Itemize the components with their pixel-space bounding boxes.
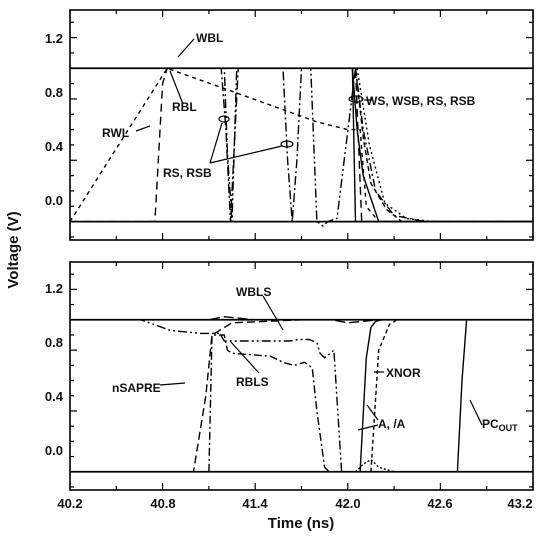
arrow-a [366,404,379,421]
top-trace-rs2 [167,67,356,223]
xtick-0: 40.2 [57,496,82,511]
top-trace-rs [354,68,426,223]
xtick-1: 40.8 [150,496,175,511]
top-panel-frame [69,9,534,241]
arrow-wbls [262,295,284,331]
bottom-trace-rblslow [208,334,348,473]
marker-rs-rsb-1 [218,115,230,123]
arrow-abar [357,424,379,431]
arrow-nsapre [159,382,186,386]
label-xnor: XNOR [386,366,421,380]
bottom-ytick-0: 0.0 [45,443,63,458]
top-panel-traces [69,67,533,227]
top-ytick-1: 0.4 [45,139,64,154]
top-annotation-markers [135,38,373,164]
bottom-trace-nsapre [70,319,533,473]
y-axis-title: Voltage (V) [5,211,22,288]
bottom-trace--a [355,458,395,473]
label-rwl: RWL [102,126,129,140]
axis-ticks [69,10,534,490]
label-rs-rsb: RS, RSB [163,166,212,180]
label-rbls: RBLS [236,375,269,389]
marker-ws-group [348,95,364,103]
bottom-trace-pcout [70,319,533,473]
xtick-2: 41.4 [242,496,268,511]
label-pcout-main: PC [482,417,499,431]
label-pcout: PCOUT [482,417,518,433]
arrow-rs-rsb-1 [209,122,223,164]
bottom-trace-xnor [70,319,533,473]
bottom-trace-rbls [70,319,379,473]
marker-rs-rsb-2 [280,140,294,148]
xtick-3: 42.0 [335,496,360,511]
arrow-rbl [169,70,184,105]
bottom-ytick-1: 0.4 [45,389,64,404]
top-trace-rsb1 [167,67,356,223]
top-trace-rbl [69,67,533,223]
bottom-panel-frame [69,261,534,491]
bottom-ytick-3: 1.2 [45,281,63,296]
top-trace-wbl [70,67,533,223]
label-wbl: WBL [196,31,223,45]
arrow-wbl [177,38,195,58]
top-trace-rs1 [167,67,356,223]
bottom-trace-a [70,319,533,473]
bottom-panel-traces [70,316,533,473]
top-trace-ws [70,67,533,223]
label-nsapre: nSAPRE [112,381,161,395]
label-rbl: RBL [172,100,197,114]
xtick-4: 42.6 [427,496,452,511]
top-trace-rsb [356,68,433,223]
label-ws-group: WS, WSB, RS, RSB [366,94,476,108]
top-trace-rsb2 [167,67,357,227]
label-pcout-sub: OUT [499,423,519,433]
top-trace-rwl [70,67,533,223]
top-ytick-2: 0.8 [45,85,63,100]
top-ytick-3: 1.2 [45,31,63,46]
bottom-ytick-2: 0.8 [45,335,63,350]
label-a-abar: A, /A [378,417,406,431]
top-trace-wsb [70,67,533,223]
arrow-rbls [229,340,260,374]
xtick-5: 43.2 [507,496,532,511]
arrow-pcout [469,399,483,426]
label-wbls: WBLS [236,285,271,299]
x-axis-title: Time (ns) [268,515,334,532]
bottom-annotation-markers [159,295,483,431]
arrow-rwl [135,125,151,132]
arrow-rs-rsb-2 [209,145,283,164]
top-ytick-0: 0.0 [45,193,63,208]
bottom-trace-wbls [70,316,533,324]
